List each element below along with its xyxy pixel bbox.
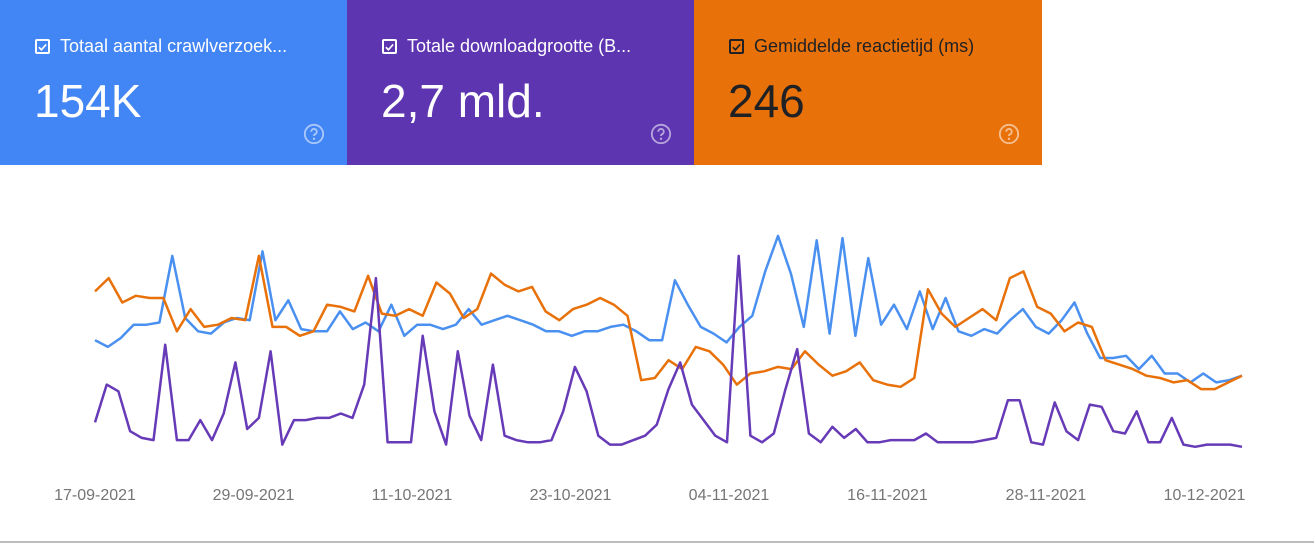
metric-card-header: Totaal aantal crawlverzoek... <box>35 36 320 57</box>
metric-label: Totaal aantal crawlverzoek... <box>60 36 288 56</box>
crawl-stats-line-chart: 17-09-2021 29-09-2021 11-10-2021 23-10-2021… <box>0 234 1314 543</box>
checkbox-checked-icon[interactable] <box>382 39 397 54</box>
metric-card-response-time[interactable]: Gemiddelde reactietijd (ms) 246 <box>694 0 1042 165</box>
metric-label: Totale downloadgrootte (B... <box>407 36 632 56</box>
metric-card-header: Totale downloadgrootte (B... <box>382 36 667 57</box>
checkbox-checked-icon[interactable] <box>35 39 50 54</box>
series-line-2 <box>93 254 1243 449</box>
metric-value: 246 <box>728 75 805 127</box>
series-line-0 <box>94 234 1243 384</box>
metric-value: 2,7 mld. <box>381 75 545 127</box>
checkmark-icon <box>732 43 741 51</box>
metric-card-crawl-requests[interactable]: Totaal aantal crawlverzoek... 154K <box>0 0 347 165</box>
metric-label: Gemiddelde reactietijd (ms) <box>754 36 975 56</box>
checkmark-icon <box>38 43 47 51</box>
x-tick-label: 16-11-2021 <box>847 487 928 504</box>
series-lines <box>93 234 1243 449</box>
metric-card-header: Gemiddelde reactietijd (ms) <box>729 36 1014 57</box>
checkbox-checked-icon[interactable] <box>729 39 744 54</box>
help-icon[interactable] <box>650 123 672 145</box>
help-icon[interactable] <box>303 123 325 145</box>
checkmark-icon <box>385 43 394 51</box>
x-tick-label: 28-11-2021 <box>1006 487 1087 504</box>
x-tick-label: 29-09-2021 <box>213 487 295 504</box>
series-line-1 <box>94 254 1243 391</box>
x-tick-label: 04-11-2021 <box>689 487 770 504</box>
x-tick-label: 23-10-2021 <box>530 487 612 504</box>
x-tick-label: 10-12-2021 <box>1164 487 1246 504</box>
metric-value: 154K <box>34 75 142 127</box>
metric-cards: Totaal aantal crawlverzoek... 154K Total… <box>0 0 1042 165</box>
metric-card-download-size[interactable]: Totale downloadgrootte (B... 2,7 mld. <box>347 0 694 165</box>
help-icon[interactable] <box>998 123 1020 145</box>
x-tick-label: 17-09-2021 <box>54 487 136 504</box>
x-axis-ticks: 17-09-2021 29-09-2021 11-10-2021 23-10-2021… <box>54 487 1245 504</box>
x-tick-label: 11-10-2021 <box>372 487 453 504</box>
